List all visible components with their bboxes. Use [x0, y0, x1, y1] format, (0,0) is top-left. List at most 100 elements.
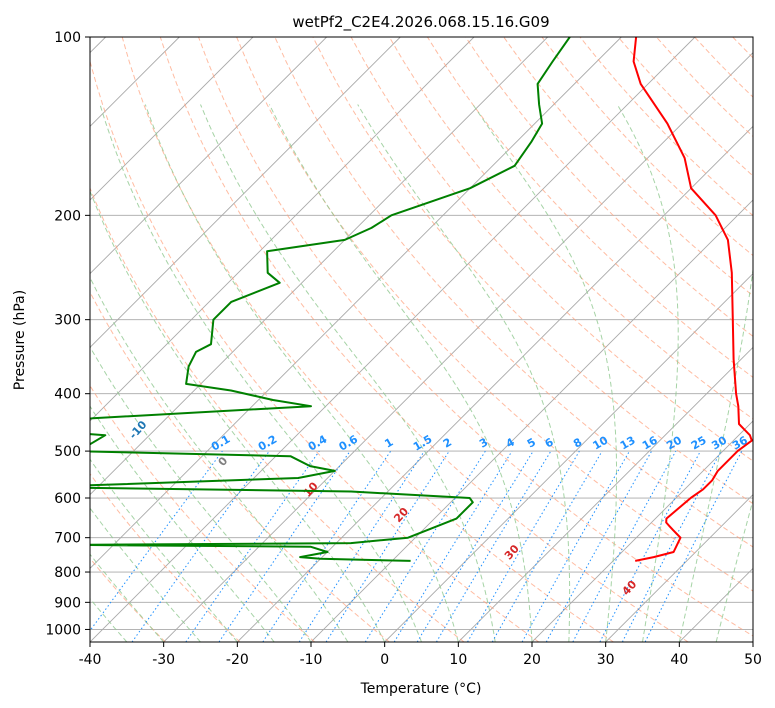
background-line-labels: 0.1 0.2 0.4 0.6 1 1.5 2 3 4 5 6 8 10 13 16 20 25 30 36-100… [127, 418, 751, 598]
mixing-ratio-line [435, 450, 552, 642]
dry-adiabat-line [90, 472, 241, 642]
moist-adiabat-line [90, 405, 275, 642]
isotherm-line [237, 125, 753, 642]
dry-adiabat-label: 0 [216, 454, 231, 469]
mixing-ratio-label: 5 [525, 436, 538, 451]
isotherm-line [90, 37, 622, 569]
mixing-ratio-line [521, 450, 630, 642]
dry-adiabat-line [121, 37, 614, 642]
mixing-ratio-label: 8 [571, 436, 584, 451]
mixing-ratio-label: 0.1 [209, 433, 232, 454]
isotherm-line [90, 37, 401, 348]
moist-adiabat-line [268, 104, 533, 642]
dry-adiabat-line [732, 37, 753, 59]
dry-adiabat-line [90, 59, 540, 642]
y-tick-label: 500 [54, 444, 81, 460]
dry-adiabat-line [90, 186, 465, 642]
mixing-ratio-line [364, 450, 486, 642]
mixing-ratio-label: 10 [591, 433, 611, 452]
mixing-ratio-label: 0.4 [306, 432, 330, 453]
moist-adiabat-line [357, 104, 571, 642]
dry-adiabat-line [198, 37, 753, 637]
isotherm-line [163, 52, 753, 642]
chart-title: wetPf2_C2E4.2026.068.15.16.G09 [292, 13, 549, 32]
moist-adiabat-line [678, 265, 753, 642]
mixing-ratio-label: 1 [382, 436, 395, 451]
dry-adiabat-line [771, 37, 775, 642]
moist-adiabat-line [472, 104, 617, 642]
mixing-ratio-label: 25 [689, 434, 709, 453]
mixing-ratio-label: 1.5 [411, 433, 434, 454]
mixing-ratio-label: 6 [543, 435, 556, 450]
isotherm-line [90, 37, 548, 496]
dry-adiabat-line [350, 37, 753, 462]
mixing-ratio-line [572, 450, 677, 642]
dry-adiabat-line [388, 37, 753, 420]
mixing-ratio-label: 2 [441, 436, 454, 451]
mixing-ratio-label: 16 [640, 433, 660, 452]
y-tick-label: 700 [54, 531, 81, 547]
isotherm-line [90, 37, 327, 275]
y-tick-label: 600 [54, 491, 81, 507]
x-tick-label: 30 [597, 652, 615, 668]
mixing-ratio-line [325, 450, 450, 642]
dry-adiabat-line [159, 37, 689, 642]
mixing-ratio-line [545, 450, 653, 642]
moist-adiabat-line [90, 189, 386, 642]
mixing-ratio-line [621, 450, 722, 642]
moist-adiabat-line [90, 276, 349, 642]
mixing-ratio-line [644, 450, 743, 642]
moist-adiabat-line [616, 104, 679, 642]
mixing-ratio-label: 13 [618, 434, 638, 453]
y-tick-label: 900 [54, 595, 81, 611]
moist-adiabat-line [200, 104, 496, 642]
isotherm-line [90, 37, 254, 201]
isotherm-line [531, 420, 753, 642]
moist-adiabat-line [99, 104, 422, 642]
x-tick-label: 40 [670, 652, 688, 668]
temperature-profile-line [632, 37, 753, 562]
dry-adiabat-line [90, 291, 390, 642]
dry-adiabat-line [274, 37, 753, 548]
data-series [90, 37, 753, 562]
dry-adiabat-label: 40 [619, 578, 639, 598]
mixing-ratio-line [298, 450, 425, 642]
x-tick-label: 0 [380, 652, 389, 668]
isotherm-line [384, 273, 753, 642]
dry-adiabat-line [503, 37, 753, 297]
moist-adiabat-line [752, 640, 753, 642]
dry-adiabat-line [90, 384, 316, 642]
plot-frame [89, 36, 754, 643]
axes: -40 -30 -20 -10 0 10 20 30 40 5010020030040050060… [45, 30, 762, 668]
moist-adiabat-line [90, 345, 312, 642]
isotherm-line [310, 199, 753, 642]
dry-adiabat-line [541, 37, 753, 257]
x-tick-label: -20 [226, 652, 249, 668]
isotherm-line [90, 37, 696, 642]
mixing-ratio-line [185, 450, 320, 642]
x-tick-label: 10 [449, 652, 467, 668]
mixing-ratio-label: 0.6 [337, 432, 361, 453]
mixing-ratio-line [393, 450, 513, 642]
dry-adiabat-line [236, 37, 753, 592]
x-tick-label: -10 [300, 652, 323, 668]
y-axis-label: Pressure (hPa) [12, 290, 28, 390]
isotherm-line [752, 641, 753, 642]
dry-adiabat-label: 10 [301, 479, 321, 499]
x-tick-label: 50 [744, 652, 762, 668]
isotherm-line [458, 346, 753, 642]
y-tick-label: 300 [54, 313, 81, 329]
isotherm-line [90, 37, 475, 422]
mixing-ratio-label: 20 [664, 433, 684, 452]
mixing-ratio-line [131, 450, 270, 642]
grid-layer [90, 37, 775, 642]
y-tick-label: 400 [54, 387, 81, 403]
dry-adiabat-label: 30 [502, 542, 522, 562]
mixing-ratio-line [416, 450, 534, 642]
y-tick-label: 800 [54, 565, 81, 581]
mixing-ratio-line [218, 450, 351, 642]
mixing-ratio-label: 0.2 [256, 433, 279, 454]
dewpoint-profile-line [90, 37, 571, 562]
y-tick-label: 100 [54, 30, 81, 46]
